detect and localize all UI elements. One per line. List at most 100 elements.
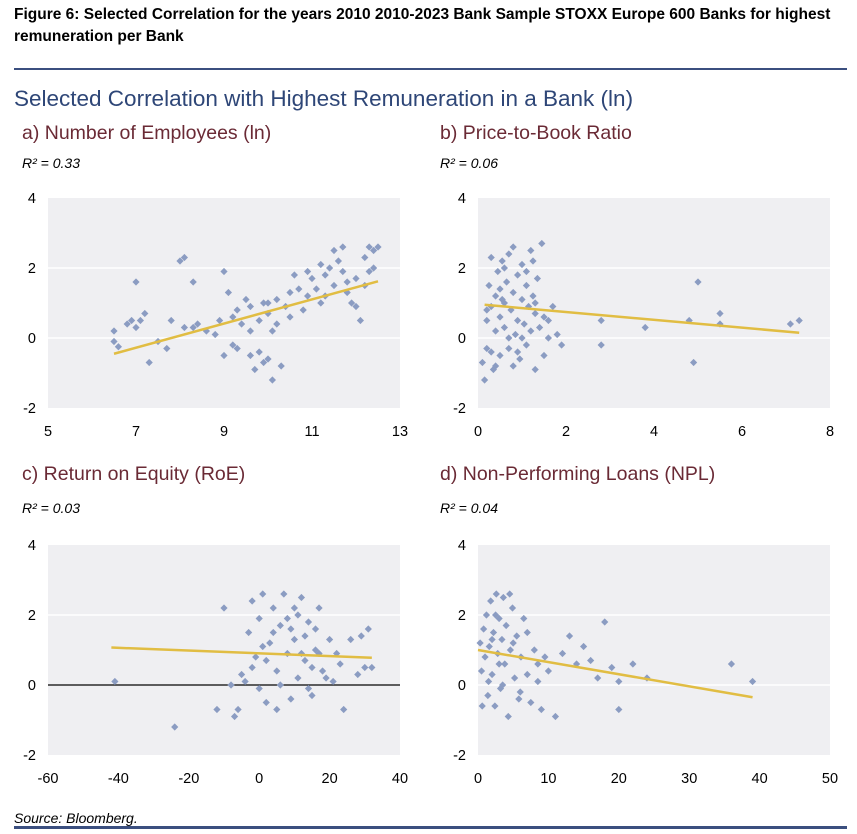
panel-a-data-point — [273, 320, 281, 328]
panel-a-data-point — [277, 362, 285, 370]
panel-d-data-point — [495, 660, 503, 668]
panel-a-y-tick-label: 0 — [28, 331, 36, 347]
panel-c-data-point — [266, 639, 274, 647]
panel-b-data-point — [505, 334, 513, 342]
panel-c-x-tick-label: 40 — [392, 771, 408, 787]
panel-d-data-point — [516, 688, 524, 696]
panel-c-data-point — [255, 614, 263, 623]
panel-a-x-tick-label: 11 — [304, 424, 319, 440]
panel-c-data-point — [241, 677, 249, 686]
panel-c-data-point — [326, 635, 334, 644]
panel-c-data-point — [227, 681, 235, 689]
panel-a-data-point — [255, 316, 263, 325]
panel-c-data-point — [318, 667, 327, 675]
panel-b-x-tick-label: 0 — [474, 424, 482, 440]
panel-c-data-point — [368, 663, 376, 672]
panel-a-data-point — [224, 288, 232, 297]
panel-c-data-point — [220, 604, 228, 612]
panel-d-data-point — [629, 660, 637, 668]
panel-b-data-point — [483, 316, 491, 325]
panel-b-data-point — [540, 313, 548, 321]
panel-a-data-point — [374, 243, 382, 251]
panel-a-data-point — [163, 344, 171, 353]
panel-c-data-point — [294, 674, 302, 682]
panel-d-data-point — [484, 677, 493, 686]
panel-d-y-tick-label: 4 — [458, 538, 466, 554]
panel-a-data-point — [242, 295, 250, 304]
panel-c-y-tick-label: 0 — [28, 678, 36, 694]
panel-d-data-point — [488, 670, 496, 679]
panel-d-x-tick-label: 10 — [540, 771, 556, 787]
panel-d-data-point — [487, 597, 495, 605]
panel-a-data-point — [233, 344, 241, 353]
panel-d-data-point — [520, 614, 528, 623]
panel-a-data-point — [189, 323, 197, 332]
panel-c-data-point — [273, 667, 281, 675]
panel-a-data-point — [211, 330, 219, 339]
panel-a-data-point — [246, 351, 254, 360]
panel-c-data-point — [269, 604, 277, 612]
panel-d-data-point — [491, 702, 499, 710]
panel-b-data-point — [549, 302, 557, 311]
panel-d-data-point — [748, 677, 757, 686]
panel-b-data-point — [544, 316, 552, 325]
panel-d-data-point — [488, 635, 496, 644]
panel-c-data-point — [315, 604, 323, 612]
panel-b-data-point — [522, 341, 530, 349]
panel-b-data-point — [531, 309, 539, 318]
panel-b-data-point — [496, 285, 504, 293]
panel-c-data-point — [297, 593, 306, 602]
panel-d-data-point — [478, 702, 486, 710]
panel-a-data-point — [220, 267, 228, 276]
panel-b-title: b) Price-to-Book Ratio — [440, 122, 632, 144]
panel-c-data-point — [273, 705, 281, 714]
panel-c-y-tick-label: 2 — [28, 608, 36, 624]
panel-a-data-point — [264, 355, 272, 363]
panel-a-data-point — [308, 274, 316, 283]
panel-b-chart: 4 2 0 -2 0 2 4 6 8 — [453, 191, 834, 440]
panel-c-data-point — [357, 632, 365, 640]
panel-b-data-point — [690, 358, 698, 367]
panel-d-y-tick-label: 0 — [458, 678, 466, 694]
panel-c-data-point — [301, 632, 309, 640]
panel-d-data-point — [615, 677, 623, 686]
panel-b-data-point — [597, 341, 605, 349]
panel-c-data-point — [276, 681, 284, 689]
panel-a-data-point — [229, 341, 237, 349]
panel-b-data-point — [509, 362, 517, 370]
panel-b-data-point — [516, 355, 524, 363]
panel-d-trendline — [477, 648, 753, 699]
panel-d-y-tick-label: 2 — [458, 608, 466, 624]
panel-d-data-point — [499, 593, 507, 602]
panel-a-data-point — [348, 299, 356, 307]
panel-c-data-point — [308, 691, 316, 700]
panel-a-data-point — [132, 278, 140, 286]
panel-a-data-point — [339, 243, 347, 251]
panel-a-plot-area — [48, 198, 400, 408]
panel-c-y-tick-label: 4 — [28, 538, 36, 554]
panel-a-data-point — [273, 295, 281, 304]
panel-b-data-point — [522, 267, 530, 276]
panel-b-data-point — [481, 376, 489, 384]
panel-b-data-point — [558, 341, 566, 349]
panel-a-x-tick-label: 7 — [132, 424, 140, 440]
panel-b-data-point — [483, 344, 491, 353]
panel-c-data-point — [290, 604, 298, 612]
panel-c-data-point — [230, 712, 239, 721]
panel-c-data-point — [171, 723, 179, 731]
panel-c-data-point — [259, 642, 267, 651]
panel-a-data-point — [312, 285, 320, 293]
panel-b-y-tick-label: -2 — [453, 401, 466, 417]
panel-b-data-point — [478, 358, 486, 367]
panel-c-data-point — [304, 618, 313, 626]
panel-d-chart: 420-20 10 20 30 40 50 — [453, 538, 838, 787]
panel-c-data-point — [269, 628, 277, 637]
panel-c-data-point — [294, 611, 302, 619]
panel-b-data-point — [485, 281, 493, 290]
panel-a-data-point — [352, 274, 360, 283]
panel-a-data-point — [339, 267, 347, 276]
panel-b-x-tick-label: 4 — [650, 424, 658, 440]
panel-a-data-point — [110, 337, 118, 346]
panel-c-data-point — [276, 621, 284, 630]
panel-a-data-point — [365, 267, 373, 276]
